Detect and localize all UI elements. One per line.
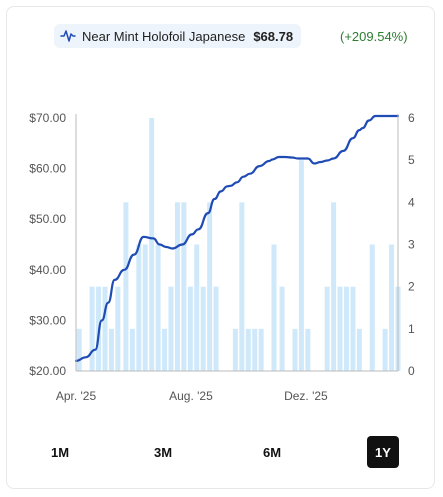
volume-bar [279,286,285,371]
range-6m-button[interactable]: 6M [256,436,288,468]
legend-label: Near Mint Holofoil Japanese [82,28,246,44]
legend-price: $68.78 [253,28,294,44]
x-tick-label: Apr. '25 [56,389,97,403]
volume-bar [207,202,213,371]
y-right-tick-label: 4 [408,195,415,209]
range-1y-button[interactable]: 1Y [367,436,399,468]
volume-bar [271,244,277,371]
volume-bar [331,202,337,371]
volume-bar [129,328,135,371]
volume-bar [305,328,311,371]
y-right-tick-label: 3 [408,238,415,252]
volume-bar [258,328,264,371]
y-right-tick-label: 1 [408,322,415,336]
price-change: (+209.54%) [340,29,408,44]
price-chart-card [6,6,435,489]
volume-bar [239,202,245,371]
x-tick-label: Aug. '25 [169,389,213,403]
volume-bar [245,328,251,371]
volume-bar [181,202,187,371]
volume-bar [142,244,148,371]
volume-bar [337,286,343,371]
y-left-tick-label: $20.00 [29,364,66,378]
volume-bar [232,328,238,371]
volume-bar [108,328,114,371]
range-3m-button[interactable]: 3M [147,436,179,468]
volume-bar [343,286,349,371]
y-left-tick-label: $60.00 [29,162,66,176]
volume-bar [102,286,108,371]
volume-bar [136,244,142,371]
volume-bar [155,244,161,371]
volume-bar [292,328,298,371]
y-axis-right: 6 5 4 3 2 1 0 [397,111,415,378]
volume-bar [369,244,375,371]
volume-bar [382,328,388,371]
y-left-tick-label: $40.00 [29,263,66,277]
volume-bar [123,202,129,371]
x-tick-label: Dez. '25 [284,389,328,403]
volume-bar [389,244,395,371]
y-right-tick-label: 0 [408,364,415,378]
volume-bar [149,118,155,371]
y-left-tick-label: $30.00 [29,313,66,327]
volume-bars [76,118,401,371]
x-axis: Apr. '25 Aug. '25 Dez. '25 [56,370,398,403]
volume-bar [89,286,95,371]
volume-bar [324,286,330,371]
volume-bar [252,328,258,371]
y-left-tick-label: $50.00 [29,212,66,226]
volume-bar [356,328,362,371]
volume-bar [162,328,168,371]
volume-bar [76,328,82,371]
price-line [74,114,400,362]
volume-bar [298,160,304,371]
volume-bar [194,244,200,371]
volume-bar [115,286,121,371]
volume-bar [174,202,180,371]
line-chart-icon [60,30,76,42]
volume-bar [187,286,193,371]
volume-bar [213,286,219,371]
y-axis-left: $70.00 $60.00 $50.00 $40.00 $30.00 $20.00 [29,111,77,378]
y-right-tick-label: 6 [408,111,415,125]
price-line-layer [74,114,400,362]
y-right-tick-label: 2 [408,280,415,294]
legend[interactable]: Near Mint Holofoil Japanese $68.78 [54,24,302,48]
price-chart: $70.00 $60.00 $50.00 $40.00 $30.00 $20.00 6 5 4… [29,111,415,403]
y-left-tick-label: $70.00 [29,111,66,125]
range-1m-button[interactable]: 1M [44,436,76,468]
volume-bar [168,286,174,371]
volume-bar [350,286,356,371]
range-selector: 1M 3M 6M 1Y [0,436,443,472]
volume-bar [200,286,206,371]
y-right-tick-label: 5 [408,153,415,167]
